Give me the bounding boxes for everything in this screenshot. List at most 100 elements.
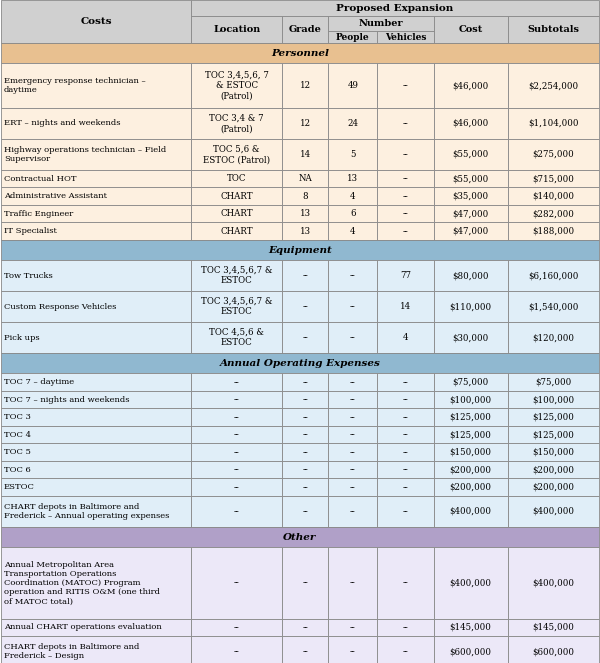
Text: --: -- — [403, 412, 409, 422]
Bar — [328, 188, 377, 205]
Bar — [377, 322, 434, 353]
Bar — [283, 391, 328, 408]
Bar — [191, 0, 599, 16]
Text: --: -- — [350, 430, 356, 439]
Text: Number: Number — [359, 19, 403, 28]
Bar — [328, 444, 377, 461]
Bar — [1, 240, 599, 260]
Text: --: -- — [403, 378, 409, 387]
Bar — [328, 31, 377, 43]
Bar — [508, 444, 599, 461]
Bar — [508, 260, 599, 291]
Bar — [283, 322, 328, 353]
Bar — [377, 373, 434, 391]
Bar — [434, 139, 508, 170]
Text: --: -- — [234, 412, 239, 422]
Bar — [328, 391, 377, 408]
Bar — [508, 408, 599, 426]
Bar — [283, 373, 328, 391]
Text: --: -- — [302, 465, 308, 474]
Bar — [508, 188, 599, 205]
Text: 14: 14 — [300, 150, 311, 159]
Text: --: -- — [302, 395, 308, 404]
Bar — [328, 479, 377, 496]
Text: --: -- — [403, 119, 409, 128]
Bar — [508, 547, 599, 619]
Text: 4: 4 — [350, 227, 356, 236]
Bar — [328, 139, 377, 170]
Bar — [283, 291, 328, 322]
Bar — [191, 188, 283, 205]
Bar — [1, 188, 191, 205]
Text: 13: 13 — [300, 210, 311, 218]
Text: $150,000: $150,000 — [532, 448, 574, 457]
Bar — [283, 547, 328, 619]
Bar — [377, 496, 434, 527]
Bar — [328, 260, 377, 291]
Text: --: -- — [403, 507, 409, 516]
Text: CHART: CHART — [220, 192, 253, 201]
Text: --: -- — [234, 483, 239, 492]
Bar — [1, 291, 191, 322]
Text: --: -- — [350, 507, 356, 516]
Bar — [328, 64, 377, 108]
Text: Location: Location — [213, 25, 260, 34]
Bar — [191, 426, 283, 444]
Text: 24: 24 — [347, 119, 358, 128]
Text: $55,000: $55,000 — [452, 150, 489, 159]
Bar — [191, 291, 283, 322]
Text: $400,000: $400,000 — [449, 507, 491, 516]
Text: Grade: Grade — [289, 25, 322, 34]
Text: --: -- — [234, 465, 239, 474]
Bar — [377, 619, 434, 636]
Text: --: -- — [234, 448, 239, 457]
Bar — [328, 373, 377, 391]
Text: --: -- — [302, 507, 308, 516]
Bar — [328, 426, 377, 444]
Bar — [328, 619, 377, 636]
Bar — [1, 223, 191, 240]
Text: CHART depots in Baltimore and
Frederick – Annual operating expenses: CHART depots in Baltimore and Frederick … — [4, 503, 169, 520]
Text: --: -- — [302, 483, 308, 492]
Bar — [191, 373, 283, 391]
Text: --: -- — [403, 647, 409, 656]
Bar — [328, 16, 434, 31]
Bar — [434, 64, 508, 108]
Text: --: -- — [403, 174, 409, 183]
Text: $100,000: $100,000 — [532, 395, 574, 404]
Bar — [1, 636, 191, 663]
Text: --: -- — [350, 333, 356, 342]
Text: $47,000: $47,000 — [452, 210, 489, 218]
Text: Tow Trucks: Tow Trucks — [4, 272, 53, 280]
Bar — [508, 391, 599, 408]
Bar — [191, 322, 283, 353]
Bar — [434, 547, 508, 619]
Bar — [377, 547, 434, 619]
Text: 13: 13 — [300, 227, 311, 236]
Bar — [1, 260, 191, 291]
Text: --: -- — [403, 623, 409, 632]
Bar — [328, 496, 377, 527]
Text: NA: NA — [298, 174, 312, 183]
Text: Emergency response technician –
daytime: Emergency response technician – daytime — [4, 77, 146, 94]
Text: $200,000: $200,000 — [532, 465, 574, 474]
Text: Cost: Cost — [458, 25, 483, 34]
Text: Equipment: Equipment — [268, 245, 332, 255]
Bar — [283, 496, 328, 527]
Text: $715,000: $715,000 — [532, 174, 574, 183]
Text: ERT – nights and weekends: ERT – nights and weekends — [4, 119, 121, 127]
Bar — [434, 408, 508, 426]
Text: TOC: TOC — [227, 174, 247, 183]
Bar — [377, 444, 434, 461]
Bar — [283, 479, 328, 496]
Text: 12: 12 — [300, 81, 311, 90]
Text: --: -- — [403, 430, 409, 439]
Bar — [1, 547, 191, 619]
Text: --: -- — [350, 623, 356, 632]
Text: $400,000: $400,000 — [532, 507, 574, 516]
Bar — [191, 461, 283, 479]
Text: $125,000: $125,000 — [449, 430, 491, 439]
Bar — [434, 16, 508, 43]
Text: TOC 5,6 &
ESTOC (Patrol): TOC 5,6 & ESTOC (Patrol) — [203, 145, 270, 164]
Text: $145,000: $145,000 — [449, 623, 491, 632]
